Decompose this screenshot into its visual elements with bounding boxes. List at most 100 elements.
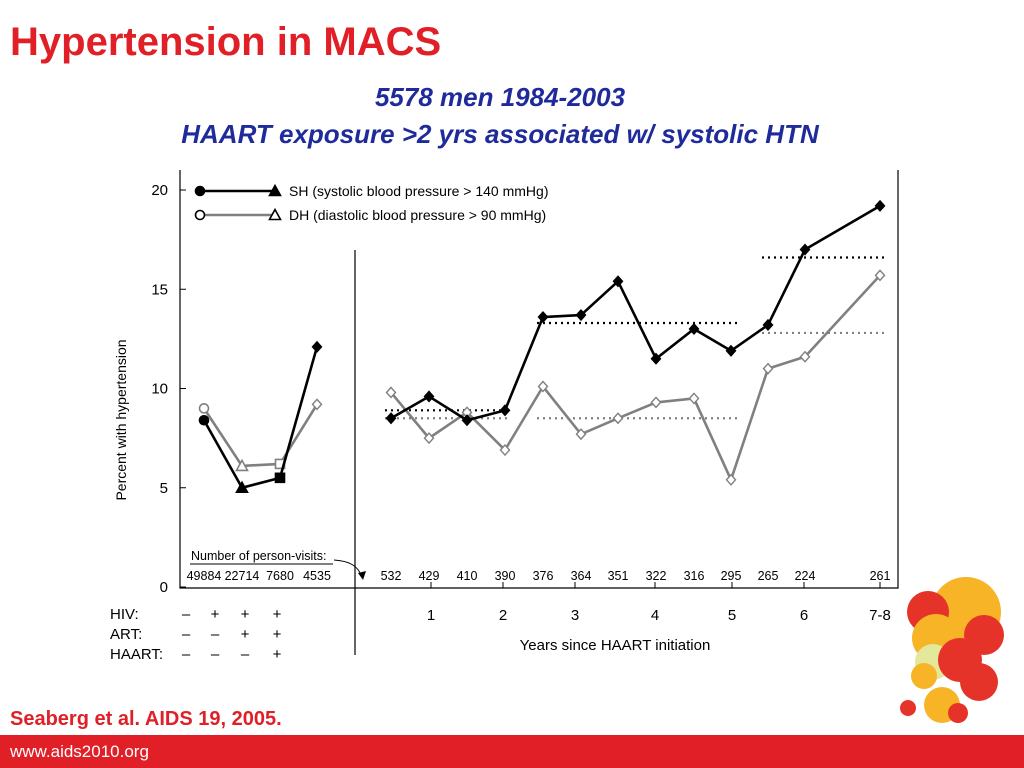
footer-url-link[interactable]: www.aids2010.org <box>10 742 149 761</box>
dh-point-right <box>799 350 811 363</box>
data-series <box>198 199 886 494</box>
status-row-value: + <box>211 606 220 623</box>
dh-point-right <box>537 380 549 393</box>
status-row-value: + <box>241 606 250 623</box>
chart-labels: 0 5 10 15 20 1 2 3 4 5 6 7-8 Percent with hypertensi… <box>110 182 891 663</box>
x-tick-label: 2 <box>499 607 507 624</box>
sh-point-right <box>799 243 811 256</box>
dh-point-left <box>198 403 210 414</box>
slide-subtitle-line-1: 5578 men 1984-2003 <box>374 82 626 112</box>
status-row-value: + <box>273 626 282 643</box>
status-row-value: + <box>273 646 282 663</box>
plot-frame <box>179 170 899 655</box>
reference-lines <box>385 256 886 420</box>
x-axis-label: Years since HAART initiation <box>520 637 711 654</box>
y-tick-label: 10 <box>151 381 168 398</box>
dh-point-right <box>499 443 511 457</box>
x-tick-label: 5 <box>728 607 736 624</box>
count-label-left: 4535 <box>303 569 331 583</box>
legend-sh-label: SH (systolic blood pressure > 140 mmHg) <box>289 183 549 199</box>
count-label-right: 322 <box>646 569 667 583</box>
count-label-right: 316 <box>684 569 705 583</box>
sh-point-right <box>612 275 624 288</box>
deco-circle <box>900 700 916 716</box>
dh-point-right <box>385 386 397 399</box>
sh-point-right <box>385 412 397 425</box>
x-tick-label: 6 <box>800 607 808 624</box>
slide-subtitle-line-2: HAART exposure >2 yrs associated w/ syst… <box>181 119 819 149</box>
legend-sh-circle-marker <box>194 185 206 197</box>
x-tick-label: 4 <box>651 607 659 624</box>
dh-point-right <box>650 396 662 409</box>
sh-point-right <box>423 390 435 403</box>
legend-dh-circle-marker <box>194 209 206 221</box>
count-label-right: 410 <box>457 569 478 583</box>
y-tick-label: 20 <box>151 182 168 199</box>
dh-point-left <box>235 458 249 472</box>
count-label-right: 532 <box>381 569 402 583</box>
count-label-left: 7680 <box>266 569 294 583</box>
dh-point-right <box>423 432 435 445</box>
plot-frame-border <box>179 170 899 589</box>
count-label-left: 49884 <box>187 569 222 583</box>
dh-point-left <box>311 398 323 411</box>
sh-point-left <box>274 472 286 484</box>
count-label-right: 390 <box>495 569 516 583</box>
status-row-value: – <box>241 646 250 663</box>
sh-point-right <box>725 344 737 357</box>
status-row-value: – <box>211 626 220 643</box>
status-row-value: – <box>182 606 191 623</box>
sh-point-right <box>499 404 511 417</box>
x-tick-label: 3 <box>571 607 579 624</box>
legend-dh-triangle-marker <box>268 207 282 221</box>
dh-point-right <box>612 412 624 425</box>
count-label-right: 364 <box>571 569 592 583</box>
chart-legend: SH (systolic blood pressure > 140 mmHg) D… <box>194 183 549 223</box>
x-tick-label: 1 <box>427 607 435 624</box>
legend-sh-triangle-marker <box>268 183 282 197</box>
legend-dh-label: DH (diastolic blood pressure > 90 mmHg) <box>289 207 546 223</box>
deco-circle <box>948 703 968 723</box>
y-tick-label: 15 <box>151 281 168 298</box>
sh-series-line-right <box>390 204 881 422</box>
sh-series-line-left <box>202 346 319 490</box>
status-row-label: HIV: <box>110 606 139 623</box>
dh-point-right <box>688 392 700 405</box>
sh-point-right <box>650 352 662 365</box>
count-label-right: 376 <box>533 569 554 583</box>
footer-bar: www.aids2010.org <box>0 735 1024 768</box>
dh-series-line-right <box>390 274 881 482</box>
count-label-right: 265 <box>758 569 779 583</box>
sh-point-right <box>575 309 587 322</box>
status-row-label: ART: <box>110 626 142 643</box>
deco-circle <box>938 638 982 682</box>
status-row-value: – <box>182 626 191 643</box>
sh-point-right <box>762 318 774 332</box>
count-label-right: 261 <box>870 569 891 583</box>
slide-title: Hypertension in MACS <box>10 20 442 64</box>
status-row-label: HAART: <box>110 646 163 663</box>
sh-point-right <box>874 199 886 212</box>
dh-point-right <box>575 428 587 441</box>
status-row-value: + <box>273 606 282 623</box>
status-row-value: + <box>241 626 250 643</box>
dh-point-right <box>874 269 886 282</box>
citation: Seaberg et al. AIDS 19, 2005. <box>10 708 282 730</box>
dh-point-right <box>725 473 737 486</box>
dh-series <box>198 269 886 486</box>
y-axis-label: Percent with hypertension <box>113 339 129 500</box>
status-row-value: – <box>211 646 220 663</box>
sh-point-left <box>311 340 323 353</box>
count-label-right: 429 <box>419 569 440 583</box>
dh-point-right <box>762 362 774 375</box>
counts-label: Number of person-visits: <box>191 549 326 563</box>
y-tick-label: 0 <box>160 579 168 596</box>
hypertension-line-chart: SH (systolic blood pressure > 140 mmHg) D… <box>110 170 899 663</box>
counts-pointer-arrowhead <box>358 571 366 580</box>
sh-point-right <box>537 310 549 324</box>
count-label-right: 351 <box>608 569 629 583</box>
deco-circle <box>911 663 937 689</box>
count-label-right: 224 <box>795 569 816 583</box>
decorative-circles-logo <box>900 577 1004 723</box>
y-tick-label: 5 <box>160 480 168 497</box>
